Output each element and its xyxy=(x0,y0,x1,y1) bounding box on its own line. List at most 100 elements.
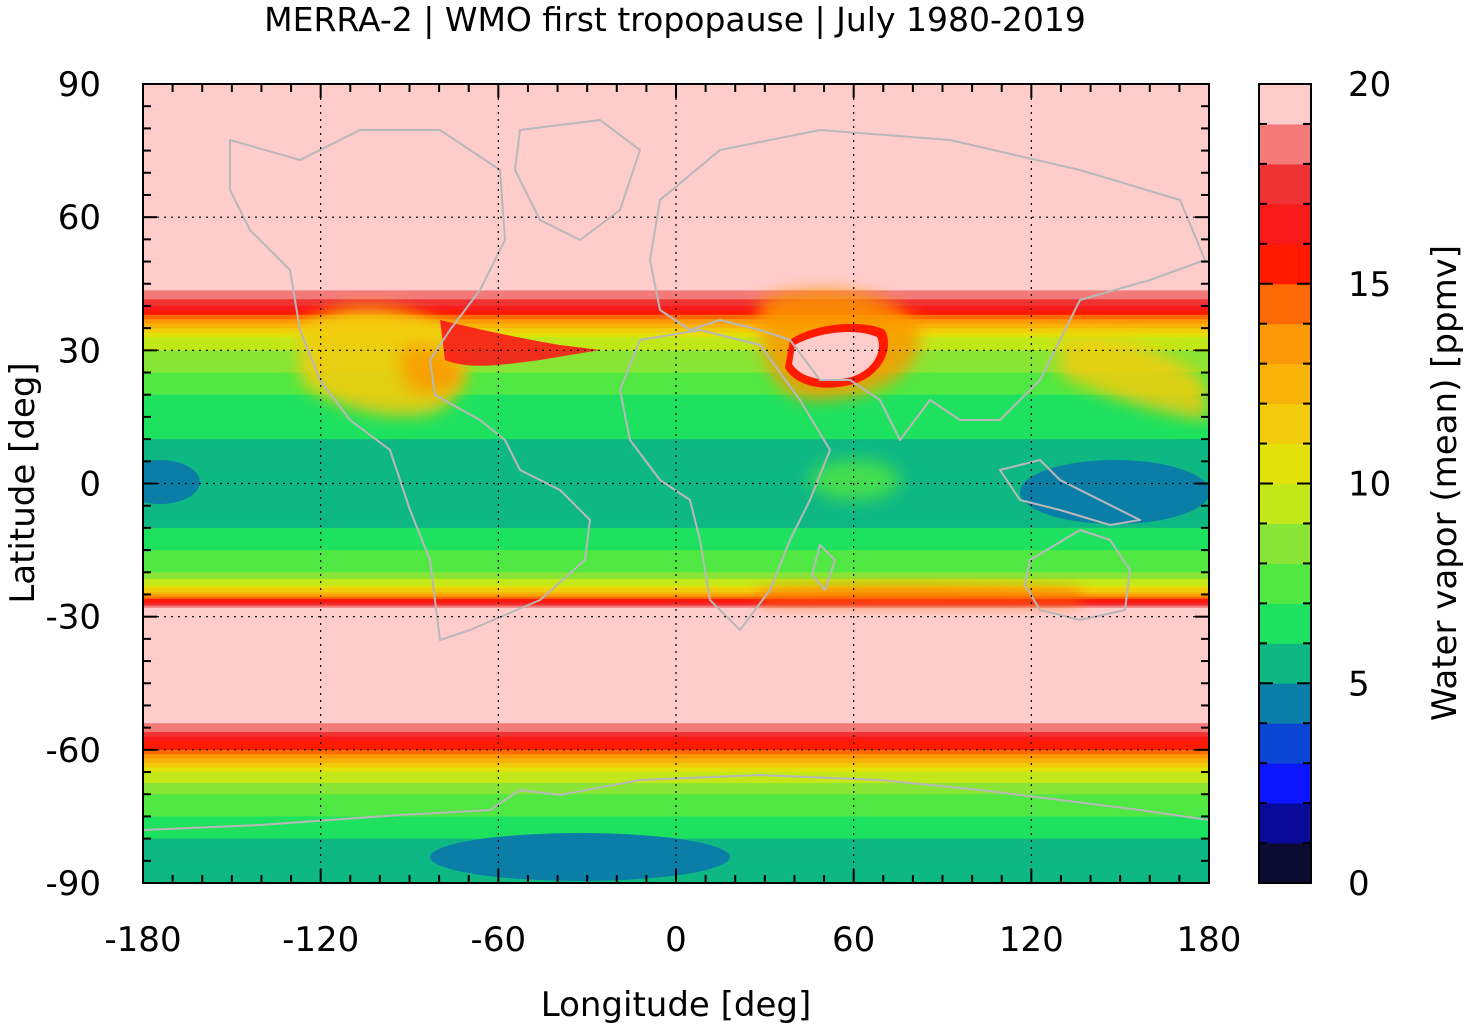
field-band xyxy=(143,570,1209,573)
colorbar-swatch xyxy=(1259,323,1311,365)
field-band xyxy=(143,470,1209,474)
colorbar-swatch xyxy=(1259,603,1311,644)
field-band xyxy=(143,612,1209,616)
field-band xyxy=(143,765,1209,769)
field-band xyxy=(143,550,1209,553)
colorbar-tick-label: 5 xyxy=(1348,664,1370,704)
field-band xyxy=(143,836,1209,840)
field-band xyxy=(143,310,1209,314)
field-band xyxy=(143,143,1209,147)
field-band xyxy=(143,219,1209,223)
field-band xyxy=(143,228,1209,232)
field-band xyxy=(143,221,1209,225)
field-band xyxy=(143,239,1209,243)
field-band xyxy=(143,157,1209,161)
field-band xyxy=(143,190,1209,194)
colorbar-swatch xyxy=(1259,283,1311,325)
colorbar-swatch xyxy=(1259,563,1311,604)
field-band xyxy=(143,505,1209,509)
field-band xyxy=(143,745,1209,749)
field-band xyxy=(143,709,1209,713)
field-band xyxy=(143,614,1209,618)
field-band xyxy=(143,345,1209,349)
field-band xyxy=(143,137,1209,141)
field-band xyxy=(143,352,1209,356)
grid-lines xyxy=(143,84,1209,883)
field-band xyxy=(143,725,1209,729)
field-band xyxy=(143,774,1209,778)
colorbar-swatch xyxy=(1259,403,1311,445)
field-band xyxy=(143,527,1209,531)
field-band xyxy=(143,305,1209,309)
colorbar-swatch xyxy=(1259,763,1311,804)
field-band xyxy=(143,703,1209,707)
field-band xyxy=(143,330,1209,334)
colorbar-tick-label: 20 xyxy=(1348,65,1391,105)
field-band xyxy=(143,416,1209,420)
field-band xyxy=(143,683,1209,687)
field-band xyxy=(143,814,1209,818)
field-band xyxy=(143,297,1209,300)
colorbar-swatch xyxy=(1259,643,1311,684)
field-band xyxy=(143,536,1209,540)
y-tick-labels: 90 60 30 0 -30 -60 -90 xyxy=(45,65,101,904)
field-band xyxy=(143,794,1209,798)
colorbar-tick-label: 0 xyxy=(1348,864,1370,904)
field-band xyxy=(143,161,1209,165)
field-band xyxy=(143,696,1209,700)
field-band xyxy=(143,667,1209,671)
field-band xyxy=(143,567,1209,571)
field-band xyxy=(143,172,1209,176)
field-band xyxy=(143,803,1209,806)
field-band xyxy=(143,206,1209,209)
field-band xyxy=(143,610,1209,613)
field-band xyxy=(143,148,1209,152)
field-band xyxy=(143,647,1209,651)
colorbar-swatch xyxy=(1259,363,1311,405)
field-band xyxy=(143,479,1209,482)
atlantic-moist-region xyxy=(440,320,600,366)
field-band xyxy=(143,421,1209,425)
field-band xyxy=(143,359,1209,363)
colorbar-swatch xyxy=(1259,803,1311,844)
field-band xyxy=(143,374,1209,378)
field-band xyxy=(143,361,1209,365)
coastline-greenland xyxy=(514,119,641,241)
field-band xyxy=(143,641,1209,644)
colorbar-ticks xyxy=(1259,83,1311,884)
x-tick-labels: -180 -120 -60 0 60 120 180 xyxy=(104,920,1241,960)
field-band xyxy=(143,199,1209,203)
field-band xyxy=(143,246,1209,249)
field-band xyxy=(143,197,1209,201)
coastline-africa xyxy=(619,329,831,631)
field-band xyxy=(143,554,1209,558)
colorbar-swatch xyxy=(1259,523,1311,564)
coastlines xyxy=(143,119,1209,831)
field-band xyxy=(143,487,1209,491)
field-band xyxy=(143,481,1209,485)
colorbar xyxy=(1259,84,1311,884)
field-band xyxy=(143,689,1209,693)
field-band xyxy=(143,401,1209,405)
field-band xyxy=(143,523,1209,527)
field-band xyxy=(143,592,1209,596)
field-band xyxy=(143,749,1209,753)
africa-moist-patch xyxy=(810,460,900,500)
field-band xyxy=(143,530,1209,533)
colorbar-swatch xyxy=(1259,843,1311,884)
field-band xyxy=(143,381,1209,385)
field-band xyxy=(143,452,1209,456)
east-pacific-moist-region xyxy=(1060,337,1209,420)
field-band xyxy=(143,547,1209,551)
field-band xyxy=(143,485,1209,489)
field-band xyxy=(143,368,1209,371)
field-band xyxy=(143,241,1209,245)
field-band xyxy=(143,654,1209,658)
field-band xyxy=(143,499,1209,502)
field-band xyxy=(143,248,1209,252)
field-band xyxy=(143,823,1209,826)
x-tick-label: 120 xyxy=(999,920,1064,960)
field-band xyxy=(143,578,1209,582)
field-band xyxy=(143,434,1209,438)
field-band xyxy=(143,738,1209,742)
